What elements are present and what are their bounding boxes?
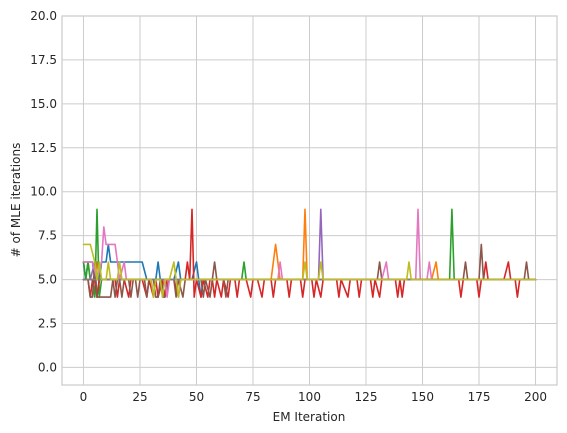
x-tick-label: 0 — [80, 390, 88, 404]
x-tick-label: 75 — [245, 390, 260, 404]
x-tick-label: 150 — [411, 390, 434, 404]
plot-border — [61, 15, 558, 386]
y-tick-label: 20.0 — [30, 9, 57, 23]
series-line-9 — [82, 243, 537, 298]
series-lines — [82, 208, 537, 298]
y-tick-label: 0.0 — [38, 360, 57, 374]
y-tick-label: 17.5 — [30, 53, 57, 67]
x-tick-label: 200 — [524, 390, 547, 404]
y-axis-ticks: 0.0 2.5 5.0 7.5 10.0 12.5 15.0 17.5 20.0 — [30, 9, 57, 374]
y-tick-label: 5.0 — [38, 273, 57, 287]
plot-frame — [61, 15, 558, 386]
y-tick-label: 15.0 — [30, 97, 57, 111]
y-tick-label: 7.5 — [38, 229, 57, 243]
y-tick-label: 2.5 — [38, 317, 57, 331]
x-tick-label: 100 — [298, 390, 321, 404]
y-axis-label: # of MLE iterations — [9, 143, 23, 258]
y-tick-label: 10.0 — [30, 185, 57, 199]
x-tick-label: 25 — [132, 390, 147, 404]
x-tick-label: 50 — [189, 390, 204, 404]
x-tick-label: 125 — [355, 390, 378, 404]
x-axis-ticks: 0 25 50 75 100 125 150 175 200 — [80, 390, 547, 404]
x-tick-label: 175 — [468, 390, 491, 404]
grid-lines — [62, 15, 557, 385]
y-tick-label: 12.5 — [30, 141, 57, 155]
x-axis-label: EM Iteration — [273, 410, 346, 424]
